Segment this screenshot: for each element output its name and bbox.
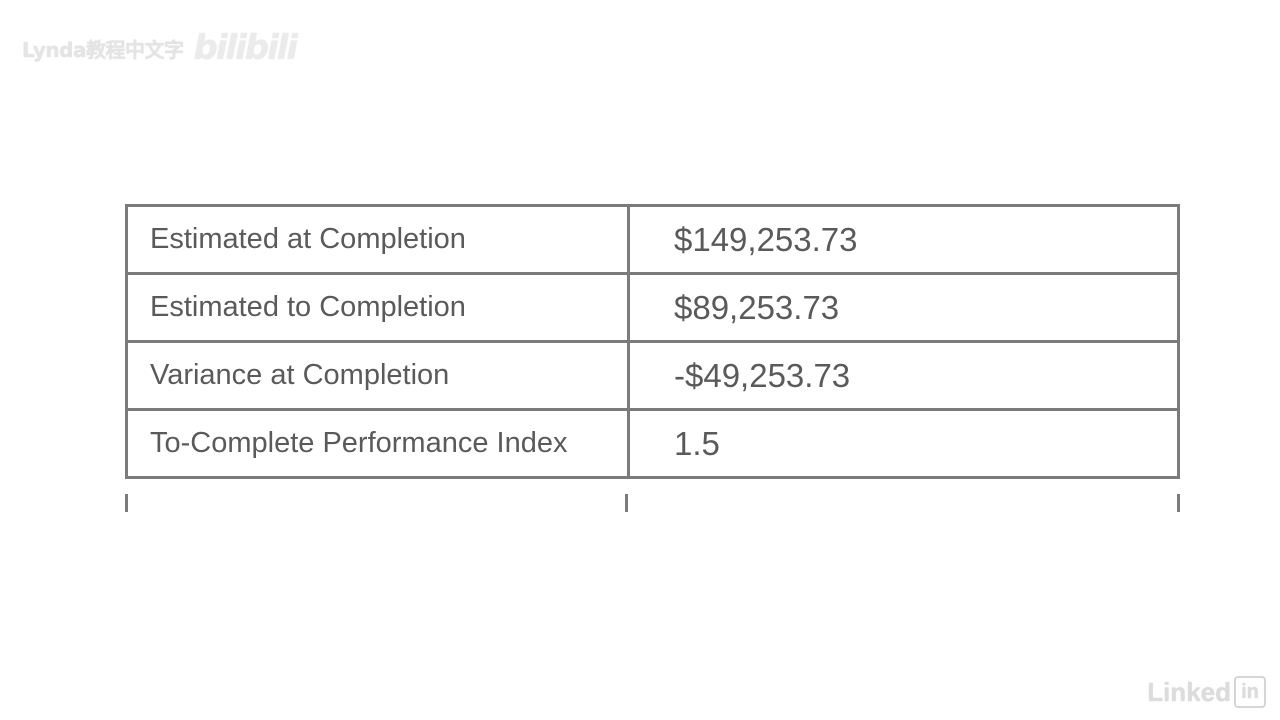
table-row: Estimated at Completion $149,253.73 [125,204,1180,274]
metric-label: Estimated to Completion [125,272,630,342]
table-row: To-Complete Performance Index 1.5 [125,408,1180,479]
watermark-text: Lynda教程中文字 [22,37,184,62]
metric-label: Estimated at Completion [125,204,630,274]
linkedin-in-icon: in [1234,676,1266,708]
metrics-table-container: Estimated at Completion $149,253.73 Esti… [125,204,1180,512]
metric-value: 1.5 [627,408,1180,479]
table-continuation [125,494,1180,514]
metric-label: Variance at Completion [125,340,630,410]
linkedin-logo: Linked in [1147,676,1266,708]
metric-value: $89,253.73 [627,272,1180,342]
linkedin-wordmark: Linked [1147,676,1231,707]
metric-label: To-Complete Performance Index [125,408,630,479]
metric-value: $149,253.73 [627,204,1180,274]
table-row: Variance at Completion -$49,253.73 [125,340,1180,410]
metric-value: -$49,253.73 [627,340,1180,410]
metrics-table: Estimated at Completion $149,253.73 Esti… [125,204,1180,479]
table-divider [1177,494,1180,512]
bilibili-logo-icon: bilibili [193,28,298,68]
watermark: Lynda教程中文字 bilibili [22,28,298,68]
table-divider [125,494,128,512]
table-divider [625,494,628,512]
table-row: Estimated to Completion $89,253.73 [125,272,1180,342]
